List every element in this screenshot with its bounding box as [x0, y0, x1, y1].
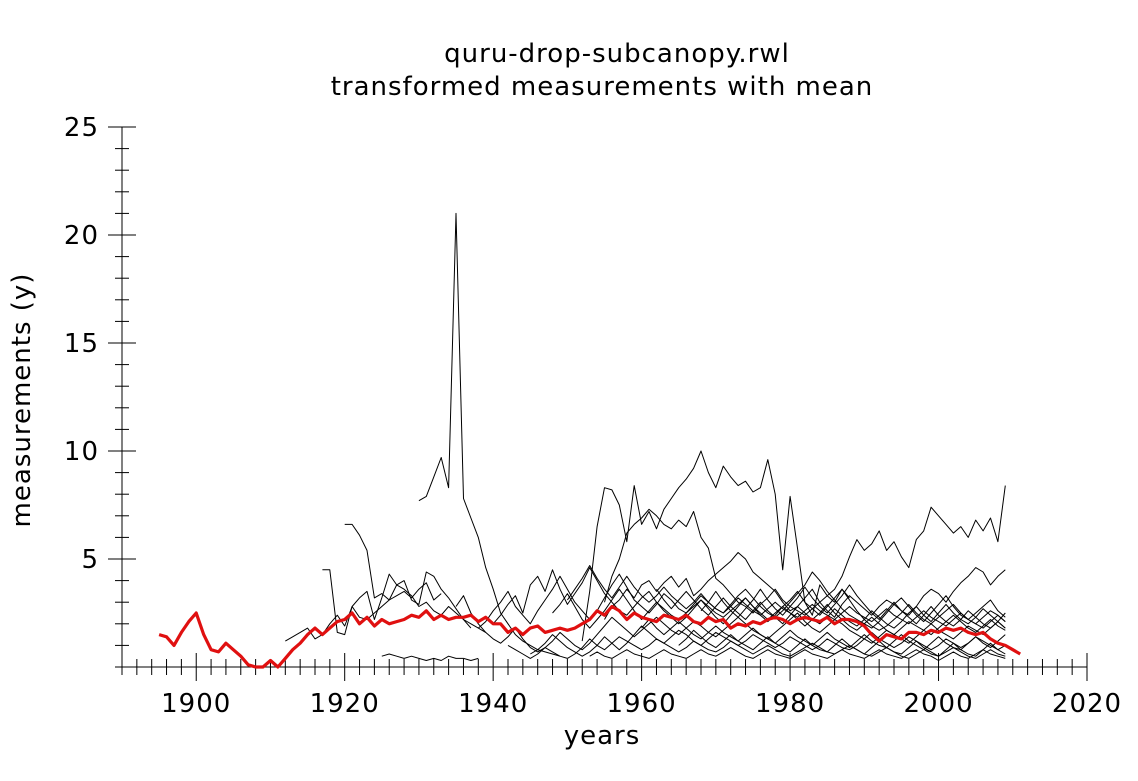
x-tick-label: 2020 [1052, 689, 1122, 719]
series-group [285, 212, 1006, 661]
mean-group [158, 604, 1022, 669]
series-line-8 [604, 552, 1006, 620]
y-axis-label: measurements (y) [7, 273, 37, 528]
y-tick-label: 10 [64, 437, 99, 467]
x-tick-label: 1960 [607, 689, 677, 719]
chart-title: quru-drop-subcanopy.rwl [444, 39, 790, 69]
x-ticks: 1900 1920 1940 1960 1980 2000 2020 [121, 653, 1122, 719]
axes [121, 127, 1087, 668]
series-line-12 [507, 636, 1006, 659]
x-tick-label: 1920 [310, 689, 380, 719]
series-line-18 [656, 588, 1006, 629]
series-line-5 [381, 653, 479, 661]
series-line-4 [285, 582, 442, 642]
x-tick-label: 1900 [161, 689, 231, 719]
y-ticks: 5 10 15 20 25 [64, 113, 136, 668]
x-tick-label: 1980 [755, 689, 825, 719]
x-tick-label: 2000 [903, 689, 973, 719]
y-tick-label: 20 [64, 221, 99, 251]
series-line-13 [530, 625, 1006, 657]
y-tick-label: 25 [64, 113, 99, 143]
series-line-20 [700, 584, 1006, 629]
y-tick-label: 15 [64, 329, 99, 359]
mean-line [158, 604, 1022, 669]
series-line-1 [418, 212, 561, 657]
chart-subtitle: transformed measurements with mean [331, 72, 874, 102]
series-line-16 [589, 647, 1006, 661]
series-line-7 [604, 485, 1006, 616]
series-line-19 [678, 629, 1006, 657]
x-tick-label: 1940 [458, 689, 528, 719]
series-line-11 [455, 595, 1006, 653]
series-line-14 [552, 588, 1006, 636]
y-tick-label: 5 [81, 545, 99, 575]
series-line-9 [492, 567, 1006, 629]
series-line-3 [322, 569, 472, 636]
x-axis-label: years [564, 721, 641, 751]
